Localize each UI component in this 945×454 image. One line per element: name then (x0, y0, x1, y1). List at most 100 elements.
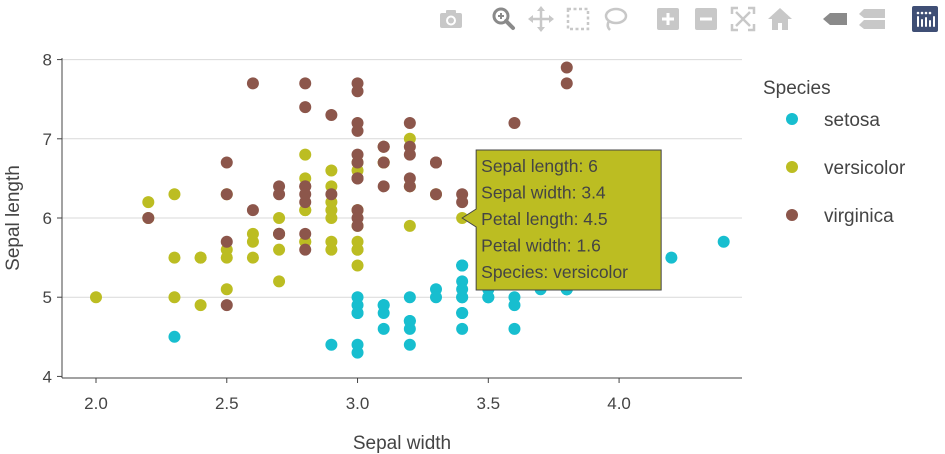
data-point-virginica[interactable] (508, 116, 521, 129)
data-point-virginica[interactable] (351, 156, 364, 169)
data-point-setosa[interactable] (456, 307, 469, 320)
data-point-virginica[interactable] (299, 188, 312, 201)
data-point-versicolor[interactable] (351, 259, 364, 272)
data-point-setosa[interactable] (456, 322, 469, 335)
data-point-versicolor[interactable] (299, 148, 312, 161)
zoom-in-icon[interactable] (653, 4, 683, 34)
data-point-versicolor[interactable] (90, 291, 102, 304)
data-point-virginica[interactable] (220, 188, 233, 201)
legend-label: virginica (824, 206, 894, 227)
data-point-setosa[interactable] (351, 307, 364, 320)
y-tick-label: 7 (43, 130, 52, 149)
data-point-virginica[interactable] (430, 156, 442, 169)
camera-icon[interactable] (436, 4, 466, 34)
plotly-logo-icon[interactable] (910, 4, 940, 34)
data-point-virginica[interactable] (273, 227, 286, 240)
data-point-versicolor[interactable] (351, 235, 364, 248)
data-point-virginica[interactable] (299, 243, 312, 256)
data-point-virginica[interactable] (273, 188, 286, 201)
data-point-virginica[interactable] (403, 180, 416, 193)
data-point-versicolor[interactable] (142, 196, 155, 209)
data-point-virginica[interactable] (403, 116, 416, 129)
data-point-virginica[interactable] (299, 227, 312, 240)
data-point-versicolor[interactable] (194, 299, 207, 312)
data-point-virginica[interactable] (325, 188, 338, 201)
data-point-virginica[interactable] (246, 77, 259, 90)
box-select-icon[interactable] (563, 4, 593, 34)
data-point-virginica[interactable] (299, 77, 312, 90)
data-point-setosa[interactable] (403, 338, 416, 351)
data-point-versicolor[interactable] (194, 251, 207, 264)
data-point-virginica[interactable] (430, 188, 442, 201)
data-point-versicolor[interactable] (246, 251, 259, 264)
data-point-virginica[interactable] (377, 140, 390, 153)
zoom-out-icon[interactable] (691, 4, 721, 34)
data-point-virginica[interactable] (560, 61, 573, 74)
legend-item-setosa[interactable]: setosa (786, 110, 880, 131)
data-point-versicolor[interactable] (325, 212, 338, 224)
data-point-virginica[interactable] (325, 109, 338, 122)
data-point-versicolor[interactable] (168, 251, 181, 264)
data-point-setosa[interactable] (482, 291, 495, 304)
data-point-setosa[interactable] (351, 338, 364, 351)
data-point-setosa[interactable] (325, 338, 338, 351)
data-point-setosa[interactable] (717, 235, 730, 248)
data-point-virginica[interactable] (377, 180, 390, 193)
autoscale-icon[interactable] (728, 4, 758, 34)
legend-item-versicolor[interactable]: versicolor (786, 158, 906, 179)
data-point-virginica[interactable] (246, 204, 259, 217)
data-point-versicolor[interactable] (273, 243, 286, 256)
data-point-setosa[interactable] (377, 299, 390, 312)
data-point-versicolor[interactable] (168, 291, 181, 304)
data-point-setosa[interactable] (456, 283, 469, 296)
data-point-versicolor[interactable] (220, 283, 233, 296)
data-point-virginica[interactable] (142, 212, 155, 224)
data-point-versicolor[interactable] (325, 235, 338, 248)
data-point-virginica[interactable] (220, 299, 233, 312)
data-point-setosa[interactable] (377, 322, 390, 335)
data-point-virginica[interactable] (456, 196, 469, 209)
data-point-setosa[interactable] (508, 322, 521, 335)
data-point-setosa[interactable] (168, 330, 181, 343)
data-point-virginica[interactable] (351, 219, 364, 232)
data-point-virginica[interactable] (299, 101, 312, 114)
data-point-virginica[interactable] (220, 156, 233, 169)
data-point-versicolor[interactable] (273, 275, 286, 288)
data-point-setosa[interactable] (665, 251, 678, 264)
data-point-setosa[interactable] (351, 291, 364, 304)
data-point-virginica[interactable] (351, 172, 364, 185)
data-point-versicolor[interactable] (220, 251, 233, 264)
data-point-setosa[interactable] (430, 291, 442, 304)
hover-closest-icon[interactable] (820, 4, 850, 34)
data-point-setosa[interactable] (403, 291, 416, 304)
data-point-virginica[interactable] (351, 77, 364, 90)
tooltip-line: Sepal length: 6 (481, 156, 598, 176)
reset-axes-icon[interactable] (765, 4, 795, 34)
tooltip-line: Petal width: 1.6 (481, 236, 601, 256)
hover-compare-icon[interactable] (857, 4, 887, 34)
y-tick-label: 4 (43, 367, 52, 386)
data-point-versicolor[interactable] (273, 212, 286, 224)
data-point-versicolor[interactable] (168, 188, 181, 201)
lasso-select-icon[interactable] (600, 4, 630, 34)
data-point-virginica[interactable] (377, 156, 390, 169)
data-point-virginica[interactable] (403, 148, 416, 161)
pan-icon[interactable] (526, 4, 556, 34)
data-point-setosa[interactable] (508, 299, 521, 312)
data-point-versicolor[interactable] (325, 164, 338, 177)
x-tick-label: 3.0 (346, 394, 370, 413)
data-point-versicolor[interactable] (403, 219, 416, 232)
data-point-virginica[interactable] (560, 77, 573, 90)
legend-item-virginica[interactable]: virginica (786, 206, 894, 227)
data-point-virginica[interactable] (220, 235, 233, 248)
tooltip-line: Sepal width: 3.4 (481, 183, 606, 203)
data-point-virginica[interactable] (351, 116, 364, 129)
legend-marker (786, 209, 798, 221)
hover-tooltip: Sepal length: 6 Sepal width: 3.4 Petal len… (461, 149, 662, 291)
legend-marker (786, 113, 798, 125)
data-point-versicolor[interactable] (246, 227, 259, 240)
zoom-icon[interactable] (488, 4, 518, 34)
data-point-setosa[interactable] (403, 322, 416, 335)
data-point-setosa[interactable] (456, 259, 469, 272)
